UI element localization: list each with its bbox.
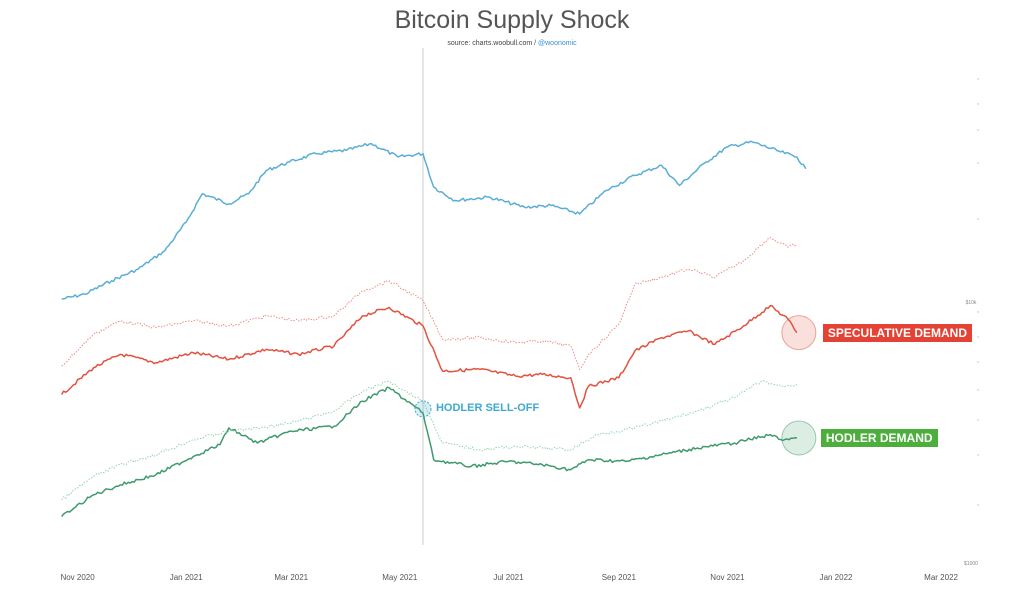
hodler-selloff-circle (414, 400, 432, 418)
x-tick-label: May 2021 (382, 573, 418, 582)
speculative-demand-label: SPECULATIVE DEMAND (822, 323, 972, 342)
x-tick-label: Jan 2021 (170, 573, 203, 582)
y-axis-tick (977, 78, 979, 80)
y-axis-tick (977, 336, 979, 338)
series-line-hodler_upper (61, 380, 798, 501)
x-tick-label: Nov 2020 (60, 573, 95, 582)
y-axis-label: $1000 (964, 561, 978, 567)
y-axis-tick (977, 218, 979, 220)
series-line-speculative_upper (61, 236, 798, 370)
y-axis-tick (977, 361, 979, 363)
chart-title: Bitcoin Supply Shock (394, 6, 630, 34)
chart-source: source: charts.woobull.com / @woonomic (0, 40, 1024, 47)
x-tick-label: Sep 2021 (602, 573, 637, 582)
x-tick-label: Jan 2022 (820, 573, 853, 582)
y-axis-tick (977, 419, 979, 421)
y-axis-tick (977, 129, 979, 131)
y-axis-label: $10k (966, 300, 977, 306)
series-line-speculative (60, 305, 798, 409)
series-line-top (61, 140, 807, 300)
source-text: source: charts.woobull.com / (447, 40, 539, 47)
hodler-end-circle (781, 420, 817, 456)
hodler-demand-label: HODLER DEMAND (820, 428, 938, 447)
x-tick-label: Nov 2021 (710, 573, 745, 582)
y-axis-tick (977, 311, 979, 313)
series-line-hodler (61, 386, 797, 518)
x-tick-label: Mar 2022 (924, 573, 958, 582)
y-axis-tick (977, 162, 979, 164)
x-tick-label: Mar 2021 (274, 573, 308, 582)
speculative-end-circle (781, 315, 817, 351)
y-axis-tick (977, 103, 979, 105)
y-axis-tick (977, 504, 979, 506)
y-axis-tick (977, 454, 979, 456)
y-axis-tick (977, 389, 979, 391)
x-tick-label: Jul 2021 (493, 573, 524, 582)
source-handle[interactable]: @woonomic (538, 40, 577, 47)
hodler-selloff-label: HODLER SELL-OFF (435, 401, 540, 414)
